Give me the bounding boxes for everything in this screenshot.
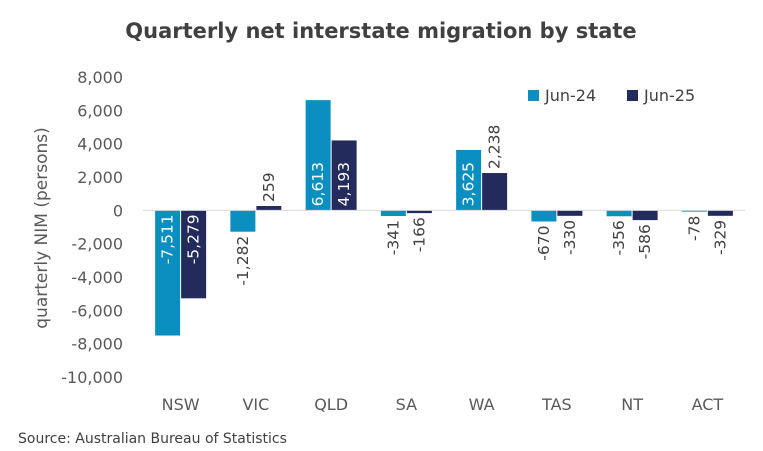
- data-label-nsw-jun-24: -7,511: [159, 214, 177, 264]
- x-tick-label: NT: [621, 395, 643, 414]
- x-tick-label: SA: [396, 395, 417, 414]
- data-label-sa-jun-25: -166: [410, 217, 428, 252]
- bar-vic-jun-25: [256, 206, 282, 211]
- bar-act-jun-25: [707, 210, 733, 216]
- x-tick-label: QLD: [314, 395, 348, 414]
- x-tick-label: TAS: [541, 395, 572, 414]
- bar-sa-jun-25: [406, 210, 432, 214]
- y-tick-label: -8,000: [71, 335, 123, 354]
- y-tick-label: 2,000: [77, 168, 123, 187]
- chart-title: Quarterly net interstate migration by st…: [125, 19, 636, 43]
- data-label-tas-jun-24: -670: [535, 226, 553, 261]
- bar-nsw-jun-24: [155, 210, 181, 336]
- y-tick-label: 6,000: [77, 101, 123, 120]
- x-tick-label: NSW: [162, 395, 200, 414]
- bar-qld-jun-25: [331, 140, 357, 211]
- x-tick-label: WA: [469, 395, 495, 414]
- data-label-qld-jun-25: 4,193: [335, 162, 353, 206]
- bar-qld-jun-24: [305, 100, 331, 211]
- bar-tas-jun-25: [557, 210, 583, 216]
- data-label-nt-jun-24: -356: [610, 220, 628, 255]
- data-label-act-jun-25: -329: [711, 220, 729, 255]
- bar-nsw-jun-25: [181, 210, 207, 299]
- bar-tas-jun-24: [531, 210, 557, 222]
- x-tick-label: ACT: [692, 395, 724, 414]
- bar-wa-jun-24: [456, 149, 482, 211]
- source-note: Source: Australian Bureau of Statistics: [18, 431, 287, 447]
- y-tick-label: -6,000: [71, 301, 123, 320]
- bars: [155, 100, 733, 336]
- y-tick-label: 8,000: [77, 68, 123, 87]
- data-label-sa-jun-24: -341: [384, 220, 402, 255]
- data-label-vic-jun-24: -1,282: [234, 236, 252, 286]
- data-labels: -7,511 -5,279 -1,282 259 6,613 4,193 -341 -166 3…: [159, 125, 730, 286]
- bar-sa-jun-24: [380, 210, 406, 217]
- bar-wa-jun-25: [482, 173, 508, 211]
- y-tick-label: 0: [113, 201, 123, 220]
- y-axis-ticks: 8,000 6,000 4,000 2,000 0 -2,000 -4,000 -6,000 -…: [61, 68, 123, 387]
- data-label-vic-jun-25: 259: [260, 172, 278, 202]
- data-label-qld-jun-24: 6,613: [309, 162, 327, 206]
- y-axis-label: quarterly NIM (persons): [32, 127, 52, 328]
- data-label-nt-jun-25: -586: [636, 224, 654, 259]
- bar-act-jun-24: [681, 210, 707, 212]
- y-tick-label: 4,000: [77, 135, 123, 154]
- legend-label-jun-25: Jun-25: [643, 86, 695, 105]
- legend: Jun-24 Jun-25: [528, 86, 695, 105]
- data-label-act-jun-24: -78: [685, 216, 703, 241]
- x-axis-ticks: NSW VIC QLD SA WA TAS NT ACT: [162, 395, 724, 414]
- y-tick-label: -10,000: [61, 368, 123, 387]
- data-label-tas-jun-25: -330: [561, 220, 579, 255]
- data-label-nsw-jun-25: -5,279: [185, 214, 203, 264]
- x-tick-label: VIC: [242, 395, 269, 414]
- legend-label-jun-24: Jun-24: [544, 86, 596, 105]
- y-tick-label: -4,000: [71, 268, 123, 287]
- bar-nt-jun-24: [606, 210, 632, 217]
- y-tick-label: -2,000: [71, 235, 123, 254]
- data-label-wa-jun-25: 2,238: [486, 125, 504, 169]
- bar-vic-jun-24: [230, 210, 256, 232]
- bar-nt-jun-25: [632, 210, 658, 221]
- data-label-wa-jun-24: 3,625: [460, 162, 478, 206]
- legend-swatch-jun-25: [627, 90, 638, 101]
- legend-swatch-jun-24: [528, 90, 539, 101]
